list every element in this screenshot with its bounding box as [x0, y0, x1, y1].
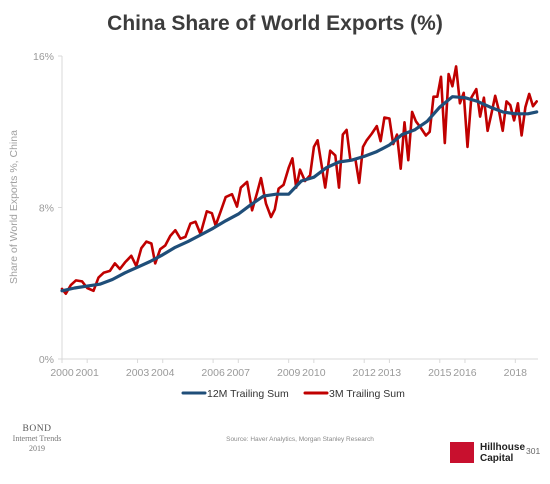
- bond-name: BOND: [22, 424, 52, 434]
- x-tick-label: 2007: [227, 367, 251, 379]
- hillhouse-name: Hillhouse Capital: [480, 442, 525, 464]
- x-tick-label: 2015: [428, 367, 452, 379]
- x-tick-label: 2006: [201, 367, 225, 379]
- bond-logo: BOND Internet Trends 2019: [10, 424, 64, 454]
- hillhouse-logo-mark: [450, 442, 474, 463]
- y-tick-label: 8%: [39, 203, 54, 215]
- hillhouse-name-line2: Capital: [480, 453, 514, 464]
- x-tick-label: 2012: [353, 367, 377, 379]
- x-tick-label: 2004: [151, 367, 175, 379]
- hillhouse-name-line1: Hillhouse: [480, 442, 526, 453]
- x-tick-label: 2001: [76, 367, 100, 379]
- chart-title: China Share of World Exports (%): [107, 12, 443, 35]
- source-note: Source: Haver Analytics, Morgan Stanley …: [226, 436, 374, 443]
- bond-subtitle: Internet Trends: [12, 434, 62, 443]
- y-tick-label: 0%: [39, 354, 54, 366]
- x-tick-label: 2013: [378, 367, 402, 379]
- x-tick-label: 2010: [302, 367, 326, 379]
- chart-series-layer: [60, 65, 539, 295]
- series-line-12m-trailing-sum: [60, 95, 539, 293]
- legend-label-12m: 12M Trailing Sum: [207, 388, 289, 400]
- x-tick-label: 2018: [504, 367, 528, 379]
- legend-label-3m: 3M Trailing Sum: [329, 388, 405, 400]
- chart-legend: 12M Trailing Sum 3M Trailing Sum: [181, 388, 405, 400]
- page-number: 301: [526, 446, 541, 456]
- chart-axes: 0% 8% 16% 2000 2001 2003 2004 2006 2007 2009 2010 2…: [33, 51, 538, 379]
- y-tick-label: 16%: [33, 51, 54, 63]
- series-line-3m-trailing-sum: [60, 65, 538, 295]
- x-tick-label: 2000: [50, 367, 74, 379]
- x-tick-label: 2009: [277, 367, 301, 379]
- y-axis-label: Share of World Exports %, China: [8, 130, 20, 284]
- hillhouse-logo: Hillhouse Capital: [450, 442, 542, 464]
- bond-year: 2019: [29, 444, 45, 453]
- x-tick-label: 2016: [453, 367, 477, 379]
- x-tick-label: 2003: [126, 367, 150, 379]
